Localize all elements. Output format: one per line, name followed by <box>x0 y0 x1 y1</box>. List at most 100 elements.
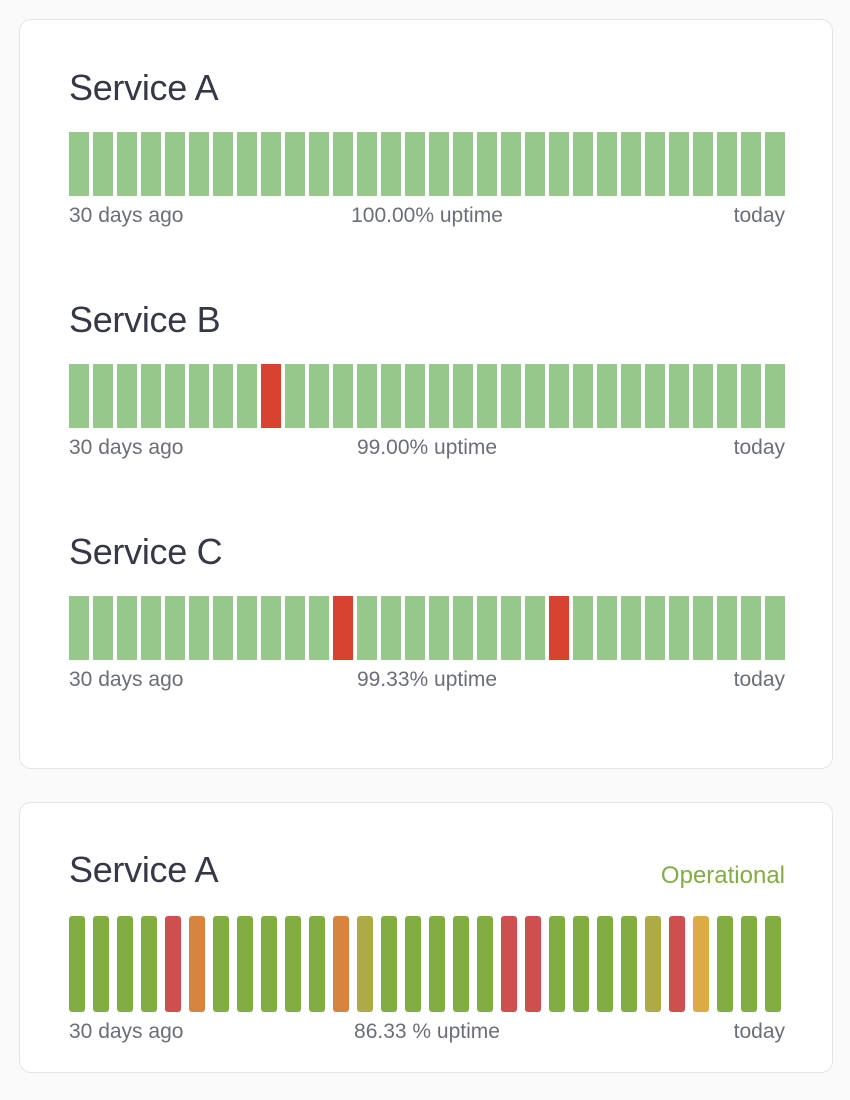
day-bar-green[interactable] <box>549 916 565 1012</box>
day-bar-up[interactable] <box>693 596 713 660</box>
day-bar-up[interactable] <box>549 364 569 428</box>
day-bar-up[interactable] <box>669 132 689 196</box>
day-bar-up[interactable] <box>117 364 137 428</box>
day-bar-up[interactable] <box>429 596 449 660</box>
day-bar-up[interactable] <box>765 596 785 660</box>
day-bar-up[interactable] <box>573 364 593 428</box>
day-bar-up[interactable] <box>741 596 761 660</box>
day-bar-up[interactable] <box>69 364 89 428</box>
day-bar-up[interactable] <box>573 132 593 196</box>
day-bar-up[interactable] <box>477 132 497 196</box>
day-bar-up[interactable] <box>213 132 233 196</box>
day-bar-up[interactable] <box>501 364 521 428</box>
day-bar-up[interactable] <box>189 132 209 196</box>
day-bar-up[interactable] <box>717 364 737 428</box>
day-bar-up[interactable] <box>549 132 569 196</box>
day-bar-up[interactable] <box>525 364 545 428</box>
day-bar-green[interactable] <box>93 916 109 1012</box>
day-bar-up[interactable] <box>309 596 329 660</box>
day-bar-green[interactable] <box>141 916 157 1012</box>
day-bar-up[interactable] <box>765 132 785 196</box>
day-bar-up[interactable] <box>645 132 665 196</box>
day-bar-up[interactable] <box>189 596 209 660</box>
day-bar-up[interactable] <box>93 132 113 196</box>
day-bar-up[interactable] <box>189 364 209 428</box>
day-bar-up[interactable] <box>165 364 185 428</box>
day-bar-up[interactable] <box>645 364 665 428</box>
day-bar-up[interactable] <box>597 364 617 428</box>
day-bar-up[interactable] <box>573 596 593 660</box>
day-bar-orange[interactable] <box>333 916 349 1012</box>
day-bar-up[interactable] <box>621 364 641 428</box>
day-bar-green[interactable] <box>717 916 733 1012</box>
day-bar-up[interactable] <box>381 596 401 660</box>
day-bar-green[interactable] <box>453 916 469 1012</box>
day-bar-up[interactable] <box>597 596 617 660</box>
day-bar-up[interactable] <box>309 364 329 428</box>
day-bar-up[interactable] <box>477 596 497 660</box>
day-bar-up[interactable] <box>429 364 449 428</box>
day-bar-up[interactable] <box>669 596 689 660</box>
day-bar-up[interactable] <box>93 596 113 660</box>
day-bar-up[interactable] <box>597 132 617 196</box>
day-bar-green[interactable] <box>621 916 637 1012</box>
day-bar-up[interactable] <box>501 596 521 660</box>
day-bar-up[interactable] <box>717 132 737 196</box>
day-bar-green[interactable] <box>429 916 445 1012</box>
day-bar-green[interactable] <box>765 916 781 1012</box>
day-bar-up[interactable] <box>261 596 281 660</box>
day-bar-up[interactable] <box>669 364 689 428</box>
day-bar-down[interactable] <box>261 364 281 428</box>
day-bar-up[interactable] <box>237 596 257 660</box>
day-bar-up[interactable] <box>285 132 305 196</box>
day-bar-green[interactable] <box>285 916 301 1012</box>
day-bar-up[interactable] <box>213 596 233 660</box>
day-bar-up[interactable] <box>261 132 281 196</box>
day-bar-up[interactable] <box>285 364 305 428</box>
day-bar-up[interactable] <box>165 132 185 196</box>
day-bar-up[interactable] <box>357 596 377 660</box>
day-bar-up[interactable] <box>693 364 713 428</box>
day-bar-up[interactable] <box>237 364 257 428</box>
day-bar-up[interactable] <box>405 596 425 660</box>
day-bar-up[interactable] <box>741 364 761 428</box>
day-bar-orange[interactable] <box>189 916 205 1012</box>
day-bar-up[interactable] <box>453 132 473 196</box>
day-bar-up[interactable] <box>333 132 353 196</box>
day-bar-up[interactable] <box>717 596 737 660</box>
day-bar-up[interactable] <box>621 596 641 660</box>
day-bar-up[interactable] <box>381 132 401 196</box>
day-bar-up[interactable] <box>333 364 353 428</box>
day-bar-up[interactable] <box>405 132 425 196</box>
day-bar-up[interactable] <box>357 364 377 428</box>
day-bar-green[interactable] <box>237 916 253 1012</box>
day-bar-up[interactable] <box>357 132 377 196</box>
day-bar-up[interactable] <box>525 132 545 196</box>
day-bar-green[interactable] <box>69 916 85 1012</box>
day-bar-green[interactable] <box>597 916 613 1012</box>
day-bar-red[interactable] <box>165 916 181 1012</box>
day-bar-up[interactable] <box>165 596 185 660</box>
day-bar-olive[interactable] <box>645 916 661 1012</box>
day-bar-green[interactable] <box>381 916 397 1012</box>
day-bar-up[interactable] <box>429 132 449 196</box>
day-bar-up[interactable] <box>477 364 497 428</box>
day-bar-up[interactable] <box>621 132 641 196</box>
day-bar-up[interactable] <box>213 364 233 428</box>
day-bar-green[interactable] <box>309 916 325 1012</box>
day-bar-up[interactable] <box>309 132 329 196</box>
day-bar-up[interactable] <box>141 596 161 660</box>
day-bar-up[interactable] <box>69 132 89 196</box>
day-bar-up[interactable] <box>693 132 713 196</box>
day-bar-up[interactable] <box>741 132 761 196</box>
day-bar-red[interactable] <box>501 916 517 1012</box>
day-bar-up[interactable] <box>93 364 113 428</box>
day-bar-up[interactable] <box>69 596 89 660</box>
day-bar-up[interactable] <box>765 364 785 428</box>
day-bar-up[interactable] <box>117 132 137 196</box>
day-bar-up[interactable] <box>501 132 521 196</box>
day-bar-up[interactable] <box>405 364 425 428</box>
day-bar-up[interactable] <box>453 596 473 660</box>
day-bar-green[interactable] <box>117 916 133 1012</box>
day-bar-up[interactable] <box>141 132 161 196</box>
